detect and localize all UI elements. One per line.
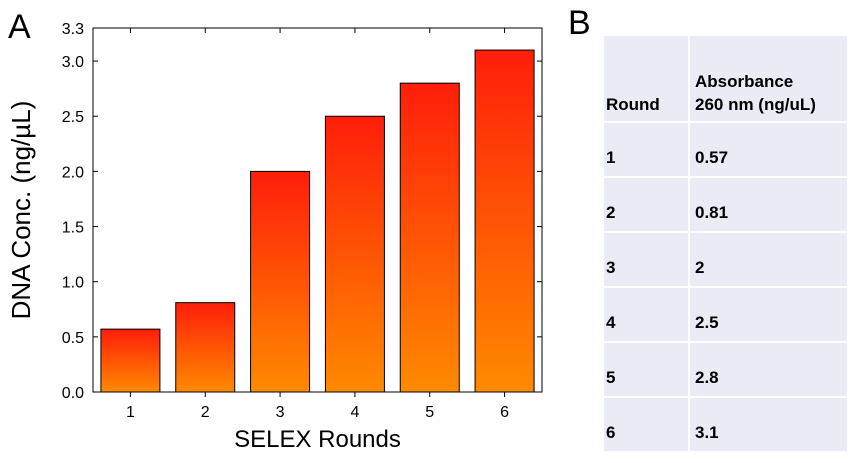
cell-round: 3 [604, 231, 690, 287]
table-header-row: Round Absorbance 260 nm (ng/uL) [604, 36, 847, 122]
cell-round: 2 [604, 176, 690, 232]
y-axis-label: DNA Conc. (ng/µL) [6, 101, 36, 320]
cell-round: 5 [604, 341, 690, 397]
y-tick-label: 1.5 [62, 220, 84, 237]
table-row: 6 3.1 [604, 396, 847, 451]
cell-round: 4 [604, 286, 690, 342]
absorbance-table: Round Absorbance 260 nm (ng/uL) 1 0.57 2… [604, 36, 847, 451]
x-tick-label: 4 [350, 404, 359, 421]
table-row: 5 2.8 [604, 341, 847, 397]
x-tick-label: 3 [276, 404, 285, 421]
cell-absorbance: 0.81 [689, 176, 847, 232]
y-tick-label: 0.0 [62, 385, 84, 402]
cell-round: 1 [604, 121, 690, 177]
bar-chart: 0.0 0.5 1.0 1.5 2.0 2.5 3.0 3.3 1 2 3 4 5 6 SELEX Roun… [6, 21, 543, 453]
bar-round-5 [399, 82, 460, 393]
bar-round-3 [250, 170, 311, 393]
cell-absorbance: 2.5 [689, 286, 847, 342]
cell-round: 6 [604, 396, 690, 451]
table-row: 4 2.5 [604, 286, 847, 342]
header-round: Round [604, 36, 690, 122]
header-absorbance-line1: Absorbance [695, 72, 794, 92]
y-tick-label: 2.0 [62, 164, 84, 181]
x-axis-label: SELEX Rounds [234, 426, 401, 453]
header-absorbance-line2: 260 nm (ng/uL) [695, 95, 816, 115]
y-tick-label: 0.5 [62, 330, 84, 347]
bar-round-2 [175, 302, 236, 393]
table-row: 1 0.57 [604, 121, 847, 177]
x-tick-label: 5 [425, 404, 434, 421]
panel-label-b: B [568, 4, 591, 42]
table-row: 3 2 [604, 231, 847, 287]
bar-round-6 [474, 49, 535, 393]
bar-round-4 [324, 115, 385, 393]
cell-absorbance: 2.8 [689, 341, 847, 397]
y-tick-label: 2.5 [62, 109, 84, 126]
x-tick-label: 2 [201, 404, 210, 421]
x-tick-label: 1 [126, 404, 135, 421]
cell-absorbance: 3.1 [689, 396, 847, 451]
cell-absorbance: 0.57 [689, 121, 847, 177]
table-row: 2 0.81 [604, 176, 847, 232]
y-tick-label: 3.3 [62, 21, 84, 38]
plot-frame [92, 27, 543, 393]
panel-label-a: A [8, 8, 31, 46]
y-tick-label: 1.0 [62, 275, 84, 292]
cell-absorbance: 2 [689, 231, 847, 287]
header-absorbance: Absorbance 260 nm (ng/uL) [689, 36, 847, 122]
y-tick-label: 3.0 [62, 54, 84, 71]
x-tick-label: 6 [500, 404, 509, 421]
bar-round-1 [100, 328, 161, 393]
